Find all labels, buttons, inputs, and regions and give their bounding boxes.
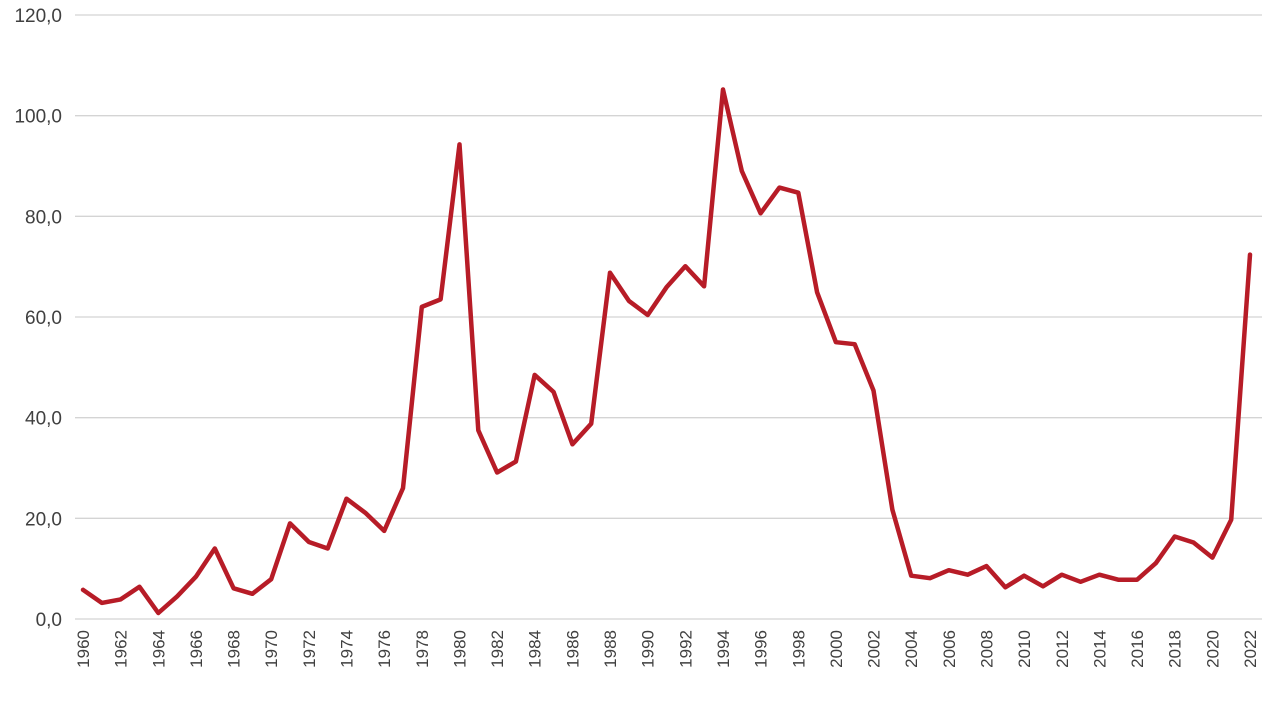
x-tick-label: 2014: [1090, 630, 1109, 668]
y-tick-label: 80,0: [25, 207, 62, 228]
x-tick-label: 1980: [450, 630, 469, 668]
y-axis: 0,0 20,0 40,0 60,0 80,0 100,0 120,0: [14, 6, 62, 631]
x-tick-label: 2002: [865, 630, 884, 668]
y-tick-label: 20,0: [25, 509, 62, 530]
x-tick-label: 1962: [112, 630, 131, 668]
x-tick-label: 1968: [225, 630, 244, 668]
y-tick-label: 0,0: [36, 610, 62, 631]
y-tick-label: 120,0: [14, 6, 62, 27]
data-series-line: [80, 87, 1253, 616]
x-tick-label: 1970: [262, 630, 281, 668]
x-tick-label: 2010: [1015, 630, 1034, 668]
x-tick-label: 2008: [977, 630, 996, 668]
x-tick-label: 1990: [639, 630, 658, 668]
x-tick-label: 1984: [526, 630, 545, 668]
x-tick-label: 2016: [1128, 630, 1147, 668]
x-tick-label: 2004: [902, 630, 921, 668]
x-tick-label: 2012: [1053, 630, 1072, 668]
x-tick-label: 2006: [940, 630, 959, 668]
x-tick-label: 1986: [563, 630, 582, 668]
y-tick-label: 40,0: [25, 409, 62, 430]
x-tick-label: 1996: [752, 630, 771, 668]
x-tick-label: 1978: [413, 630, 432, 668]
x-tick-label: 1960: [74, 630, 93, 668]
y-tick-label: 60,0: [25, 308, 62, 329]
x-tick-label: 1998: [789, 630, 808, 668]
x-tick-label: 1994: [714, 630, 733, 668]
plot-area: [80, 87, 1253, 616]
y-tick-label: 100,0: [14, 107, 62, 128]
gridlines: [75, 14, 1262, 620]
x-tick-label: 1974: [338, 630, 357, 668]
x-tick-label: 2018: [1166, 630, 1185, 668]
x-tick-label: 1976: [375, 630, 394, 668]
x-tick-label: 1966: [187, 630, 206, 668]
x-tick-label: 1972: [300, 630, 319, 668]
x-tick-label: 2020: [1203, 630, 1222, 668]
x-tick-label: 1992: [676, 630, 695, 668]
x-tick-label: 1964: [149, 630, 168, 668]
x-tick-label: 1982: [488, 630, 507, 668]
x-tick-label: 1988: [601, 630, 620, 668]
x-axis: 1960 1962 1964 1966 1968 1970 1972 1974 1976 1978…: [74, 630, 1260, 668]
x-tick-label: 2022: [1241, 630, 1260, 668]
x-tick-label: 2000: [827, 630, 846, 668]
